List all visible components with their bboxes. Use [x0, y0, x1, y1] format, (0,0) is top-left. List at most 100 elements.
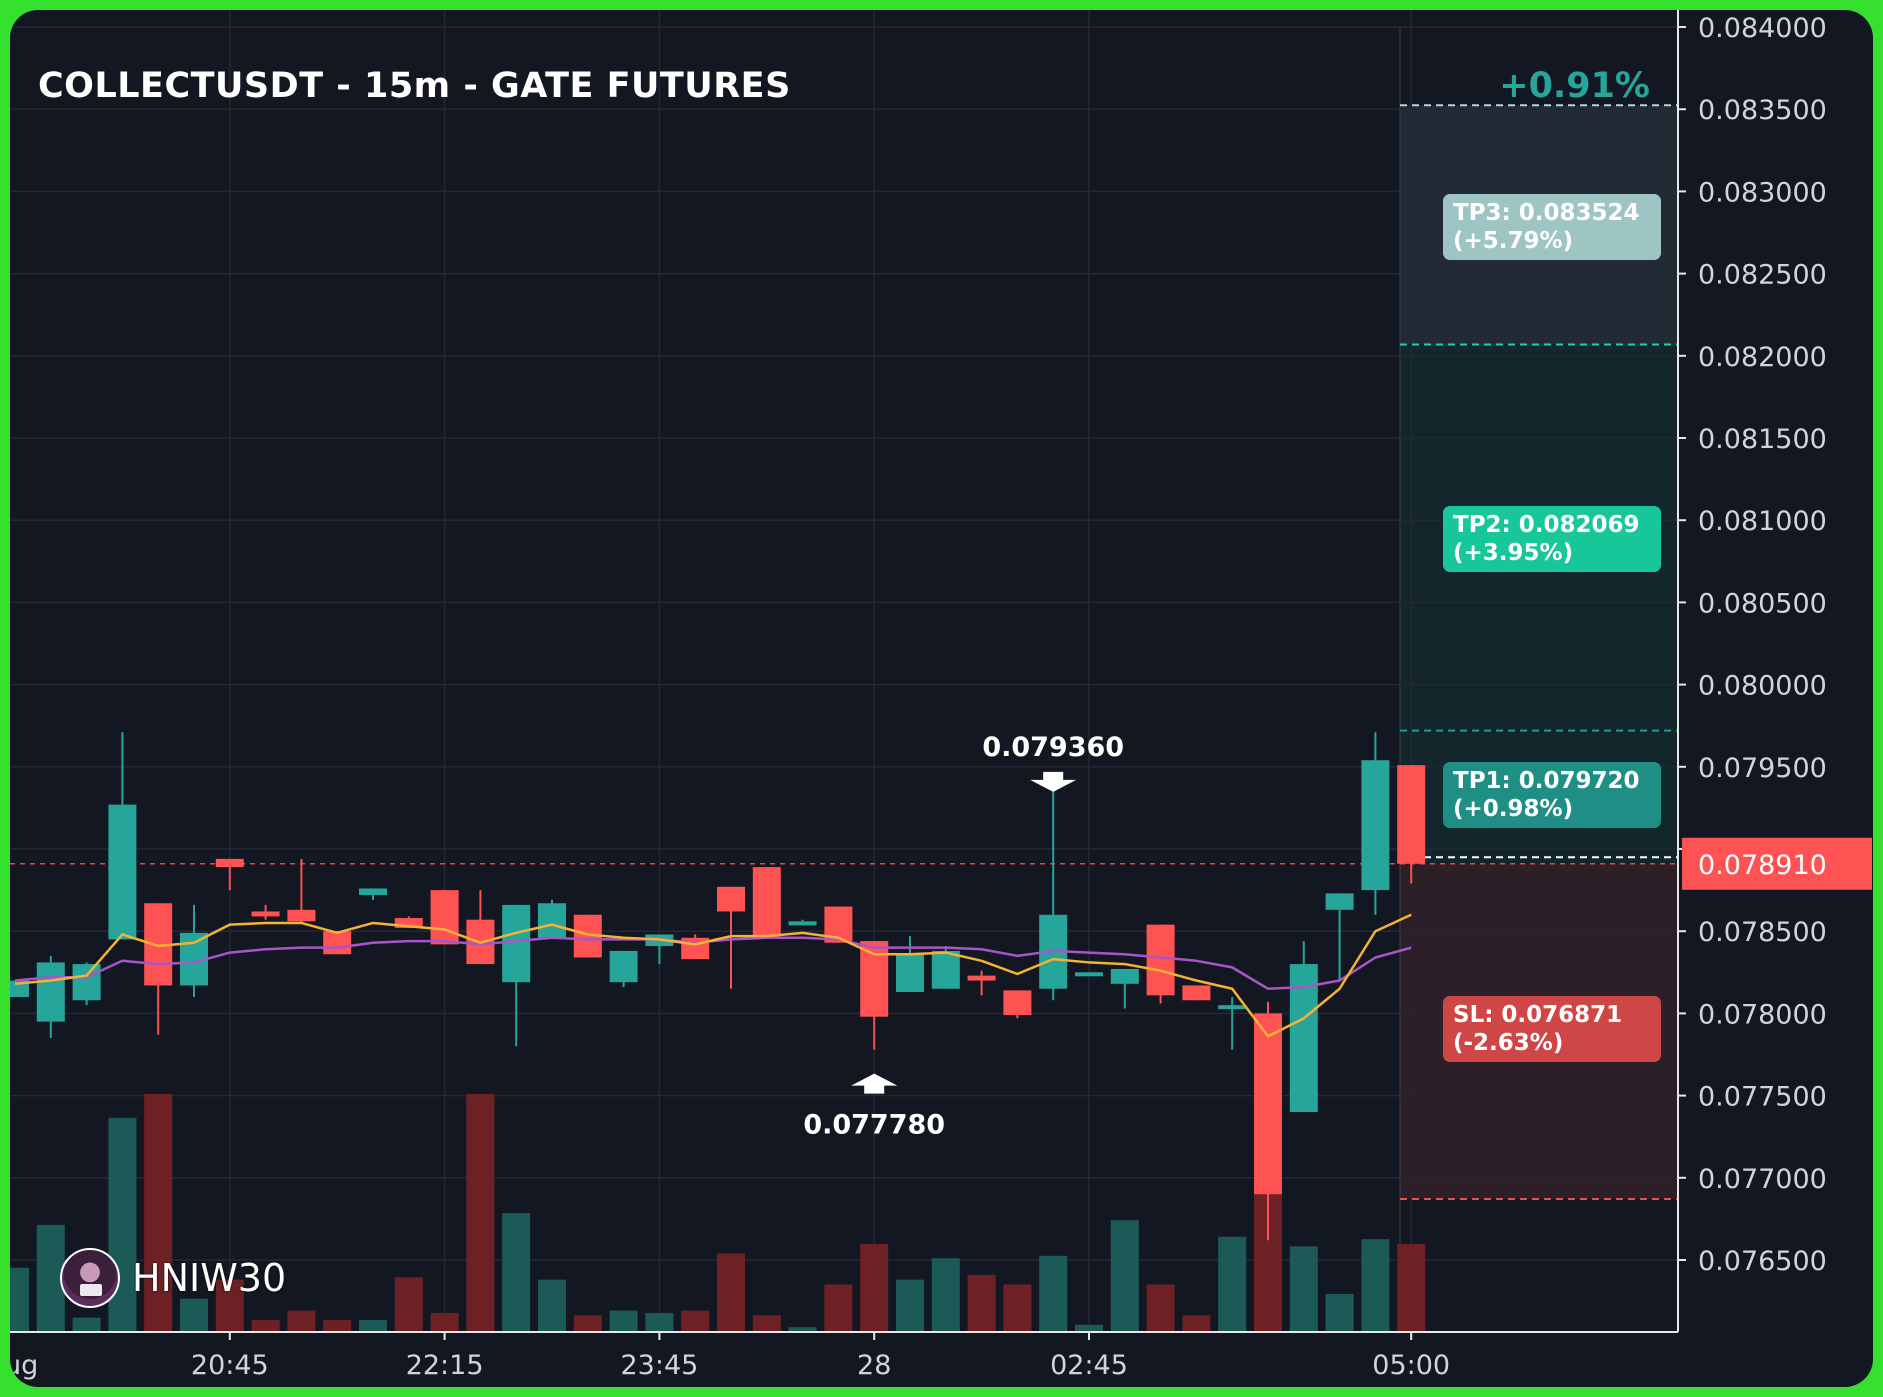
volume-bar: [609, 1310, 638, 1332]
volume-bar: [10, 1267, 29, 1332]
candle-body: [896, 954, 924, 993]
x-tick-label: 20:45: [191, 1350, 269, 1381]
candle-body: [1075, 972, 1103, 977]
volume-bar: [967, 1274, 996, 1332]
tp1-price: TP1: 0.079720: [1453, 768, 1640, 794]
volume-bar: [717, 1253, 745, 1332]
x-tick-label: 23:45: [620, 1350, 698, 1381]
candle-body: [1146, 924, 1175, 996]
candle-body: [287, 909, 316, 922]
sl-label: SL: 0.076871 (-2.63%): [1443, 996, 1661, 1062]
candle-body: [788, 921, 817, 926]
volume-bar: [215, 1279, 244, 1332]
x-tick-label: 28: [857, 1350, 891, 1381]
volume-bar: [180, 1298, 208, 1332]
tp2-percent: (+3.95%): [1453, 540, 1574, 566]
volume-bar: [1110, 1220, 1139, 1332]
y-tick-label: 0.084000: [1698, 13, 1827, 44]
tp2-label: TP2: 0.082069 (+3.95%): [1443, 506, 1661, 572]
y-tick-label: 0.077500: [1698, 1082, 1827, 1113]
x-tick-label: 22:15: [406, 1350, 484, 1381]
volume-bar: [1289, 1246, 1318, 1332]
y-tick-label: 0.076500: [1698, 1246, 1827, 1277]
y-tick-label: 0.077000: [1698, 1164, 1827, 1195]
candle-body: [967, 975, 996, 981]
candle-body: [251, 911, 280, 917]
ma-fast-line: [14, 913, 1412, 1038]
volume-bar: [573, 1315, 602, 1332]
volume-bar: [788, 1327, 817, 1332]
candle-body: [10, 980, 29, 997]
grid-lines: [10, 10, 1678, 1332]
candle-body: [538, 903, 566, 938]
volume-bar: [681, 1310, 710, 1332]
candle-body: [1003, 990, 1032, 1016]
chart-frame: 0.079360 0.077780 0.084000 0.083500 0.08300…: [10, 10, 1873, 1387]
volume-bar: [72, 1317, 101, 1332]
volume-bars: [10, 1094, 1426, 1332]
candle-body: [1218, 1005, 1247, 1010]
volume-bar: [466, 1094, 495, 1332]
candle-body: [215, 858, 244, 868]
tp3-percent: (+5.79%): [1453, 228, 1574, 254]
candle-body: [1397, 765, 1426, 864]
candle-body: [323, 931, 352, 955]
y-tick-label: 0.078000: [1698, 999, 1827, 1030]
price-change-percent: +0.91%: [1499, 66, 1650, 106]
candle-body: [609, 950, 638, 983]
volume-bar: [359, 1320, 387, 1332]
moving-averages: [14, 913, 1412, 1038]
annotation-high-label: 0.079360: [982, 732, 1124, 763]
volume-bar: [1003, 1284, 1032, 1332]
volume-bar: [323, 1320, 352, 1332]
tp3-price: TP3: 0.083524: [1453, 200, 1640, 226]
last-price-label: 0.078910: [1698, 850, 1827, 881]
volume-bar: [502, 1213, 531, 1332]
candle-body: [72, 964, 101, 1001]
volume-bar: [1182, 1315, 1211, 1332]
candle-body: [1325, 893, 1354, 910]
avatar: [60, 1248, 120, 1308]
y-tick-label: 0.078500: [1698, 917, 1827, 948]
volume-bar: [1218, 1236, 1247, 1332]
volume-bar: [860, 1243, 889, 1332]
volume-bar: [1039, 1255, 1068, 1332]
watermark-text: HNIW30: [132, 1256, 287, 1300]
candle-body: [1110, 969, 1139, 984]
y-tick-label: 0.079500: [1698, 753, 1827, 784]
candle-body: [502, 904, 531, 983]
volume-bar: [430, 1312, 459, 1332]
candle-body: [394, 918, 423, 928]
volume-bar: [752, 1315, 781, 1332]
volume-bar: [645, 1312, 674, 1332]
y-tick-label: 0.083500: [1698, 95, 1827, 126]
chart-title: COLLECTUSDT - 15m - GATE FUTURES: [38, 66, 791, 106]
y-tick-label: 0.083000: [1698, 177, 1827, 208]
volume-bar: [896, 1279, 924, 1332]
tp1-percent: (+0.98%): [1453, 796, 1574, 822]
volume-bar: [394, 1277, 423, 1332]
price-chart[interactable]: 0.079360 0.077780 0.084000 0.083500 0.08300…: [10, 10, 1873, 1387]
y-tick-label: 0.082000: [1698, 342, 1827, 373]
volume-bar: [1361, 1239, 1390, 1332]
candle-body: [752, 867, 781, 937]
volume-bar: [144, 1094, 173, 1332]
volume-bar: [251, 1320, 280, 1332]
volume-bar: [1325, 1293, 1354, 1332]
x-tick-label: 02:45: [1050, 1350, 1128, 1381]
candle-body: [359, 888, 387, 896]
y-tick-label: 0.080000: [1698, 671, 1827, 702]
candle-body: [1182, 985, 1211, 1001]
tp3-label: TP3: 0.083524 (+5.79%): [1443, 194, 1661, 260]
annotation-low-label: 0.077780: [803, 1110, 945, 1141]
watermark: HNIW30: [60, 1246, 286, 1310]
axes: 0.084000 0.083500 0.083000 0.082500 0.082000…: [10, 10, 1872, 1381]
sl-price: SL: 0.076871: [1453, 1002, 1623, 1028]
y-tick-label: 0.081000: [1698, 506, 1827, 537]
volume-bar: [287, 1310, 316, 1332]
annotation-high-arrow: [1030, 771, 1077, 792]
candle-body: [430, 890, 459, 945]
y-tick-label: 0.080500: [1698, 588, 1827, 619]
x-tick-label-clipped: ug: [10, 1350, 38, 1381]
last-price-tag: [1682, 837, 1872, 890]
